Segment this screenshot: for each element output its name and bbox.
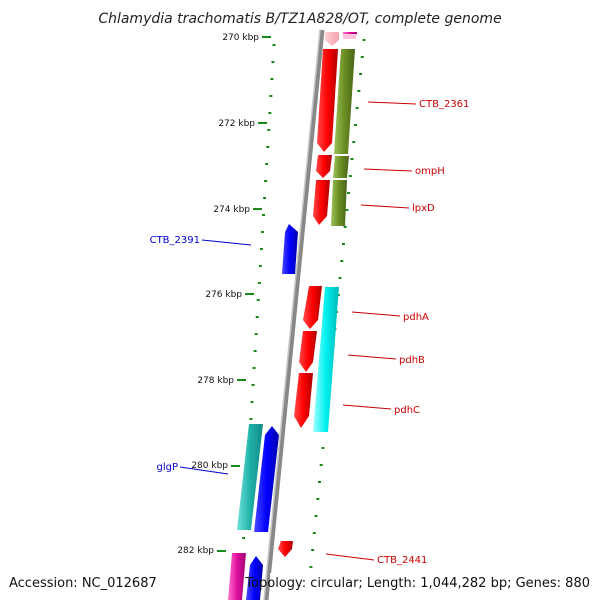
cog-bar (331, 180, 347, 226)
genome-backbone (263, 29, 325, 600)
callout-line (367, 101, 417, 105)
callout-line (201, 239, 252, 246)
cog-bar (237, 424, 263, 530)
footer-right-bg (270, 573, 596, 591)
callout-line (347, 354, 397, 360)
feature-partial (246, 556, 263, 600)
gene-label[interactable]: pdhC (394, 405, 420, 416)
genome-backbone-highlight (263, 29, 321, 600)
gene-CTB_2361[interactable] (317, 49, 355, 154)
kbp-label: 282 kbp (177, 546, 214, 556)
gene-glgP[interactable] (237, 424, 279, 532)
kbp-label: 276 kbp (205, 290, 242, 300)
feature-partial (228, 553, 246, 600)
kbp-label: 280 kbp (191, 461, 228, 471)
gene-label[interactable]: glgP (156, 462, 178, 473)
callout-line (325, 553, 375, 561)
gene-label[interactable]: CTB_2361 (419, 99, 469, 110)
callout-line (363, 168, 413, 172)
cog-bar (334, 49, 355, 154)
cog-bar (313, 287, 339, 432)
gene-arrow[interactable] (316, 155, 332, 178)
gene-pdhA[interactable] (303, 286, 339, 432)
gene-arrow[interactable] (294, 373, 313, 428)
callout-line (351, 311, 401, 317)
gene-label[interactable]: lpxD (412, 203, 435, 214)
gene-CTB_2391[interactable] (282, 224, 298, 274)
gene-arrow[interactable] (317, 49, 338, 152)
gene-arrow[interactable] (303, 286, 322, 329)
gene-ompH[interactable] (316, 155, 349, 178)
gene-label[interactable]: CTB_2441 (377, 555, 427, 566)
feature-partial (343, 34, 357, 39)
gene-arrow[interactable] (254, 426, 279, 532)
gene-arrow[interactable] (278, 541, 293, 557)
cog-bar (333, 156, 349, 178)
gene-label[interactable]: CTB_2391 (150, 235, 200, 246)
footer-left-bg (4, 573, 144, 591)
gene-arrow[interactable] (299, 331, 317, 372)
topology-text: Topology: circular; Length: 1,044,282 bp… (244, 576, 590, 591)
gene-CTB_2441[interactable] (278, 541, 293, 557)
gene-labels: CTB_2361 ompH lpxD CTB_2391 pdhA pdhB pd… (150, 99, 470, 566)
gene-pdhB[interactable] (299, 331, 317, 372)
gene-pdhC[interactable] (294, 373, 313, 428)
gene-label[interactable]: ompH (415, 166, 445, 177)
gene-lpxD[interactable] (313, 180, 347, 226)
feature-partial (343, 32, 357, 34)
callout-line (342, 404, 392, 410)
gene-arrow[interactable] (313, 180, 330, 225)
kbp-label: 272 kbp (218, 119, 255, 129)
gene-label[interactable]: pdhA (403, 312, 429, 323)
kbp-label: 270 kbp (222, 33, 259, 43)
kbp-label: 278 kbp (197, 376, 234, 386)
callout-line (360, 204, 410, 209)
gene-label[interactable]: pdhB (399, 355, 425, 366)
accession-text: Accession: NC_012687 (9, 576, 157, 591)
map-title: Chlamydia trachomatis B/TZ1A828/OT, comp… (98, 11, 501, 27)
kbp-scale: 270 kbp 272 kbp 274 kbp 276 kbp 278 kbp … (177, 33, 271, 556)
feature-partial (325, 32, 339, 46)
gene-arrow[interactable] (282, 224, 298, 274)
callout-line (179, 466, 229, 475)
kbp-label: 274 kbp (213, 205, 250, 215)
